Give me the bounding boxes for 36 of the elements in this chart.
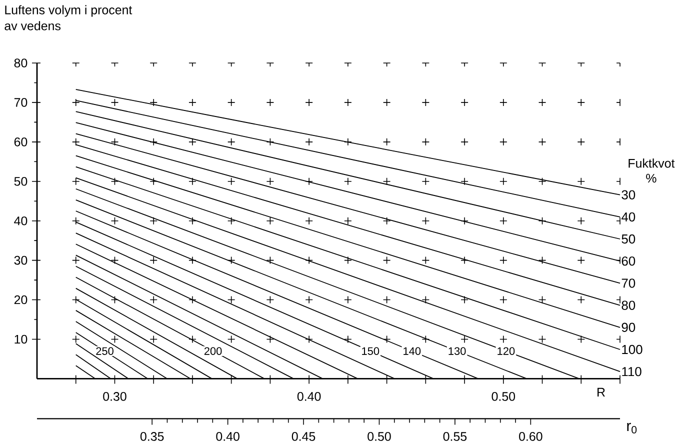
series-label: 30 — [622, 190, 636, 200]
series-label: 70 — [622, 278, 636, 288]
x2-axis-title: r$_{0}$ — [627, 422, 637, 434]
y-tick-label: 20 — [14, 295, 28, 304]
series-label: 150 — [362, 347, 380, 355]
x-tick-label: 0.40 — [297, 392, 321, 401]
x-tick-label: 0.50 — [492, 392, 516, 401]
y-tick-label: 40 — [14, 216, 28, 226]
series-label: 140 — [404, 347, 421, 355]
series-label: 80 — [622, 300, 636, 310]
y-tick-label: 60 — [14, 138, 28, 146]
y-tick-label: 70 — [14, 98, 28, 107]
series-label: 90 — [622, 322, 636, 332]
x-axis-title: R — [598, 388, 605, 396]
x2-tick-label: 0.50 — [368, 432, 391, 441]
y-tick-label: 10 — [14, 334, 28, 344]
legend-title: Fuktkvot % — [628, 158, 675, 183]
x2-tick-label: 0.60 — [519, 432, 542, 441]
y-tick-label: 80 — [14, 58, 28, 68]
series-label: 120 — [498, 347, 515, 355]
series-label: 250 — [96, 347, 114, 355]
x-tick-label: 0.30 — [103, 392, 126, 401]
series-label: 60 — [622, 256, 636, 266]
series-label: 40 — [621, 212, 636, 222]
series-label: 50 — [622, 234, 636, 244]
series-label: 110 — [622, 367, 642, 376]
y-tick-label: 30 — [14, 256, 28, 265]
y-axis-title: Luftens volym i procent av vedens — [4, 5, 132, 30]
x2-tick-label: 0.45 — [292, 432, 316, 441]
x2-tick-label: 0.55 — [443, 432, 467, 441]
x2-tick-label: 0.40 — [216, 432, 240, 441]
x2-tick-label: 0.35 — [140, 432, 164, 441]
series-label: 200 — [204, 347, 222, 355]
series-label: 100 — [622, 344, 642, 354]
y-tick-label: 50 — [14, 176, 28, 186]
series-label: 130 — [448, 347, 466, 355]
